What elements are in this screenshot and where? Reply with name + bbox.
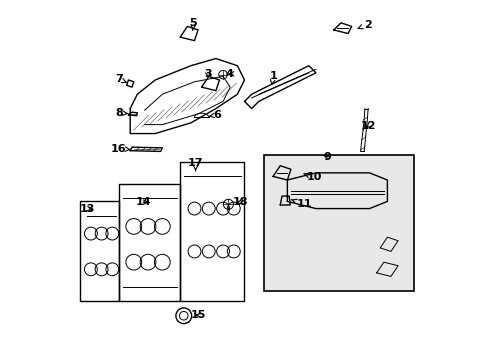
Text: 1: 1	[269, 71, 277, 84]
Text: 9: 9	[323, 152, 331, 162]
Bar	[264, 155, 413, 291]
Text: 2: 2	[357, 19, 371, 30]
Text: 18: 18	[232, 197, 247, 207]
Text: 5: 5	[189, 18, 197, 31]
Text: 14: 14	[136, 197, 151, 207]
Text: 7: 7	[115, 74, 126, 84]
Text: 8: 8	[115, 108, 128, 118]
Text: 17: 17	[187, 158, 203, 171]
Text: 10: 10	[303, 172, 321, 182]
Text: 6: 6	[209, 110, 221, 120]
Text: 4: 4	[225, 69, 233, 79]
Text: 13: 13	[80, 203, 95, 213]
Text: 16: 16	[111, 144, 130, 154]
Text: 12: 12	[360, 121, 376, 131]
Text: 15: 15	[191, 310, 206, 320]
Text: 11: 11	[291, 199, 312, 209]
Text: 3: 3	[204, 69, 211, 79]
